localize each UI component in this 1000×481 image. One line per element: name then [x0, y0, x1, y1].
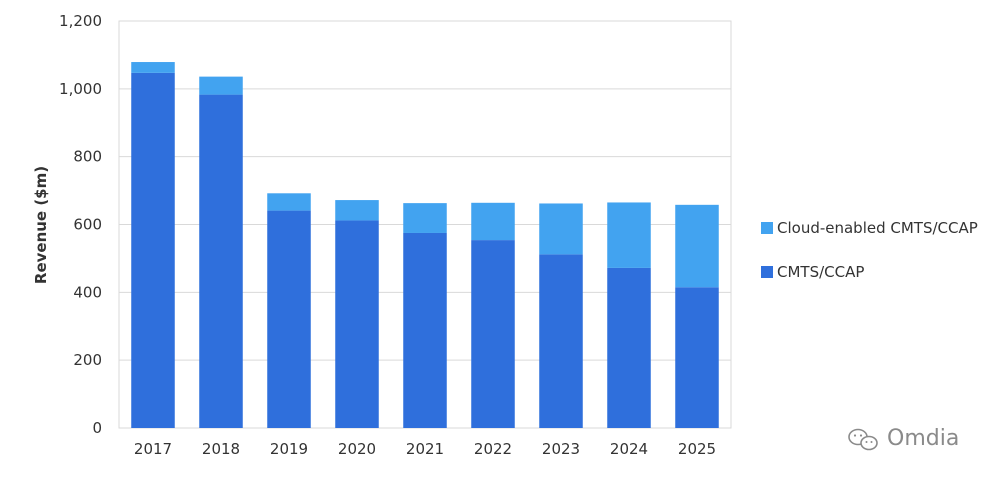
bar-segment: [539, 254, 583, 428]
bar-segment: [131, 62, 175, 73]
legend-label: Cloud-enabled CMTS/CCAP: [777, 219, 978, 237]
bar-segment: [471, 240, 515, 428]
legend: Cloud-enabled CMTS/CCAP CMTS/CCAP: [761, 219, 978, 281]
bar-segment: [267, 193, 311, 211]
bar-segment: [675, 287, 719, 428]
y-tick-label: 800: [73, 148, 102, 166]
bar-segment: [267, 210, 311, 428]
y-tick-label: 1,000: [59, 80, 102, 98]
y-axis-title: Revenue ($m): [32, 166, 50, 284]
bar-segment: [199, 94, 243, 428]
x-tick-label: 2018: [202, 440, 240, 458]
bar-segment: [335, 220, 379, 428]
bars: [131, 62, 719, 428]
legend-label: CMTS/CCAP: [777, 263, 864, 281]
bar-segment: [403, 232, 447, 428]
bar-segment: [539, 203, 583, 255]
bar-segment: [335, 200, 379, 221]
x-tick-label: 2025: [678, 440, 716, 458]
legend-item: Cloud-enabled CMTS/CCAP: [761, 219, 978, 237]
watermark-text: Omdia: [887, 426, 959, 451]
x-axis-ticks: 2017 2018 2019 2020 2021 2022 2023 2024 2025: [134, 440, 716, 458]
y-tick-label: 400: [73, 283, 102, 301]
bar-segment: [199, 76, 243, 95]
bar-segment: [607, 202, 651, 268]
x-tick-label: 2019: [270, 440, 308, 458]
y-axis-ticks: 0 200 400 600 800 1,000 1,200: [59, 12, 102, 437]
x-tick-label: 2024: [610, 440, 648, 458]
y-tick-label: 1,200: [59, 12, 102, 30]
x-tick-label: 2023: [542, 440, 580, 458]
legend-item: CMTS/CCAP: [761, 263, 864, 281]
y-tick-label: 600: [73, 216, 102, 234]
y-tick-label: 200: [73, 351, 102, 369]
bar-segment: [471, 202, 515, 241]
legend-swatch: [761, 266, 773, 278]
wechat-icon: [848, 428, 878, 451]
x-tick-label: 2022: [474, 440, 512, 458]
y-tick-label: 0: [92, 419, 102, 437]
watermark: Omdia: [848, 426, 959, 451]
bar-segment: [675, 204, 719, 288]
x-tick-label: 2017: [134, 440, 172, 458]
bar-segment: [403, 203, 447, 233]
bar-segment: [607, 267, 651, 428]
x-tick-label: 2020: [338, 440, 376, 458]
bar-segment: [131, 72, 175, 428]
x-tick-label: 2021: [406, 440, 444, 458]
legend-swatch: [761, 222, 773, 234]
